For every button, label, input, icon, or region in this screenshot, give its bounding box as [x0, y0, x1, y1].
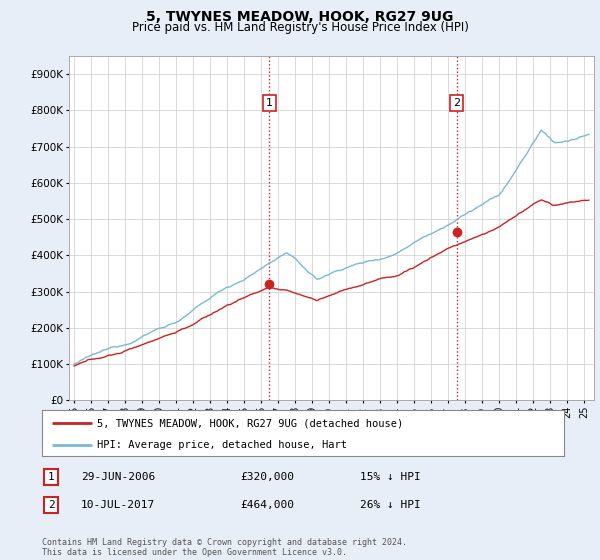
Text: 2: 2	[47, 500, 55, 510]
Text: 15% ↓ HPI: 15% ↓ HPI	[360, 472, 421, 482]
Text: 1: 1	[266, 98, 273, 108]
Text: 5, TWYNES MEADOW, HOOK, RG27 9UG (detached house): 5, TWYNES MEADOW, HOOK, RG27 9UG (detach…	[97, 418, 403, 428]
Text: HPI: Average price, detached house, Hart: HPI: Average price, detached house, Hart	[97, 440, 347, 450]
Text: 10-JUL-2017: 10-JUL-2017	[81, 500, 155, 510]
Text: £464,000: £464,000	[240, 500, 294, 510]
Text: 1: 1	[47, 472, 55, 482]
Text: Price paid vs. HM Land Registry's House Price Index (HPI): Price paid vs. HM Land Registry's House …	[131, 21, 469, 34]
Text: Contains HM Land Registry data © Crown copyright and database right 2024.
This d: Contains HM Land Registry data © Crown c…	[42, 538, 407, 557]
Text: £320,000: £320,000	[240, 472, 294, 482]
Text: 5, TWYNES MEADOW, HOOK, RG27 9UG: 5, TWYNES MEADOW, HOOK, RG27 9UG	[146, 10, 454, 24]
Text: 2: 2	[453, 98, 460, 108]
Text: 26% ↓ HPI: 26% ↓ HPI	[360, 500, 421, 510]
Text: 29-JUN-2006: 29-JUN-2006	[81, 472, 155, 482]
